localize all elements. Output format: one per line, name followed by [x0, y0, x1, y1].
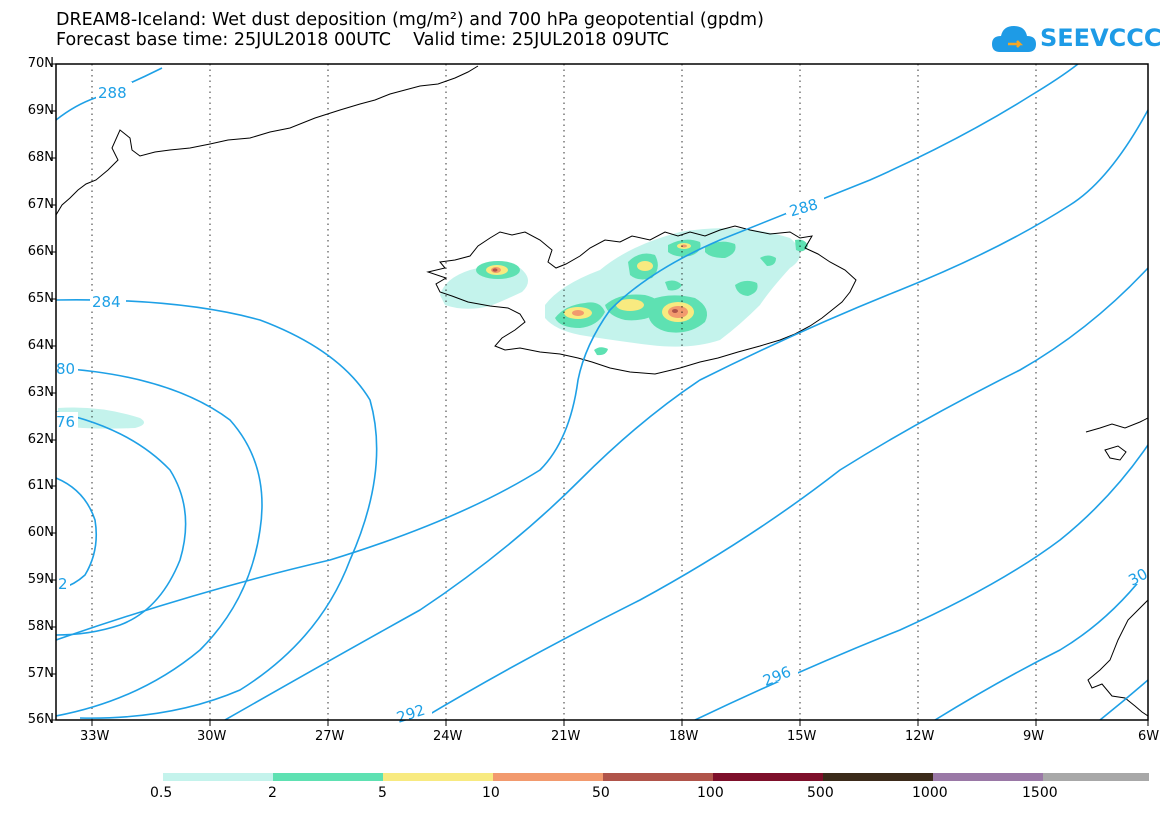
lat-label: 65N [27, 291, 54, 306]
colorbar-label: 1500 [1022, 785, 1058, 801]
lat-label: 60N [27, 525, 54, 540]
contour-label: 284 [92, 293, 121, 311]
colorbar-swatch [1043, 773, 1149, 781]
lon-label: 30W [197, 729, 227, 744]
colorbar [163, 773, 1149, 781]
lat-label: 67N [27, 197, 54, 212]
lat-label: 58N [27, 619, 54, 634]
lat-label: 57N [27, 666, 54, 681]
colorbar-label: 2 [268, 785, 277, 801]
lon-label: 18W [669, 729, 699, 744]
colorbar-label: 1000 [912, 785, 948, 801]
colorbar-label: 0.5 [150, 785, 173, 801]
geopotential-contours [56, 64, 1148, 720]
lon-label: 9W [1023, 729, 1045, 744]
colorbar-swatch [273, 773, 383, 781]
lat-label: 66N [27, 244, 54, 259]
colorbar-swatch [823, 773, 933, 781]
lon-label: 21W [551, 729, 581, 744]
seevccc-logo: SEEVCCC [990, 20, 1162, 60]
colorbar-swatch [713, 773, 823, 781]
colorbar-label: 10 [482, 785, 500, 801]
colorbar-label: 100 [697, 785, 724, 801]
map-frame [55, 63, 1149, 721]
contour-label: 2 [58, 575, 68, 593]
colorbar-swatch [933, 773, 1043, 781]
colorbar-label: 5 [378, 785, 387, 801]
lon-label: 33W [80, 729, 110, 744]
logo-text: SEEVCCC [1040, 24, 1162, 52]
map-title: DREAM8-Iceland: Wet dust deposition (mg/… [56, 10, 764, 30]
lat-label: 62N [27, 432, 54, 447]
lat-label: 64N [27, 338, 54, 353]
cloud-icon [992, 26, 1036, 52]
lat-label: 70N [27, 56, 54, 71]
map-subtitle: Forecast base time: 25JUL2018 00UTC Vali… [56, 30, 669, 50]
lat-label: 56N [27, 712, 54, 727]
colorbar-label: 500 [807, 785, 834, 801]
lon-label: 6W [1138, 729, 1160, 744]
contour-label: 76 [56, 413, 75, 431]
coastlines [56, 65, 1148, 717]
colorbar-swatch [163, 773, 273, 781]
dust-deposition-layer [58, 228, 808, 429]
lon-label: 24W [433, 729, 463, 744]
lat-label: 59N [27, 572, 54, 587]
colorbar-label: 50 [592, 785, 610, 801]
graticule [91, 64, 1037, 720]
contour-label: 80 [56, 360, 75, 378]
lat-label: 61N [27, 478, 54, 493]
lat-label: 68N [27, 150, 54, 165]
lat-label: 69N [27, 103, 54, 118]
colorbar-swatch [383, 773, 493, 781]
colorbar-swatch [603, 773, 713, 781]
colorbar-swatch [493, 773, 603, 781]
contour-label: 288 [98, 84, 127, 102]
lat-label: 63N [27, 385, 54, 400]
lon-label: 27W [315, 729, 345, 744]
contour-labels: 288 284 80 76 2 288 292 296 30 [56, 82, 1151, 727]
axis-ticks [50, 63, 1149, 726]
lon-label: 12W [905, 729, 935, 744]
lon-label: 15W [787, 729, 817, 744]
